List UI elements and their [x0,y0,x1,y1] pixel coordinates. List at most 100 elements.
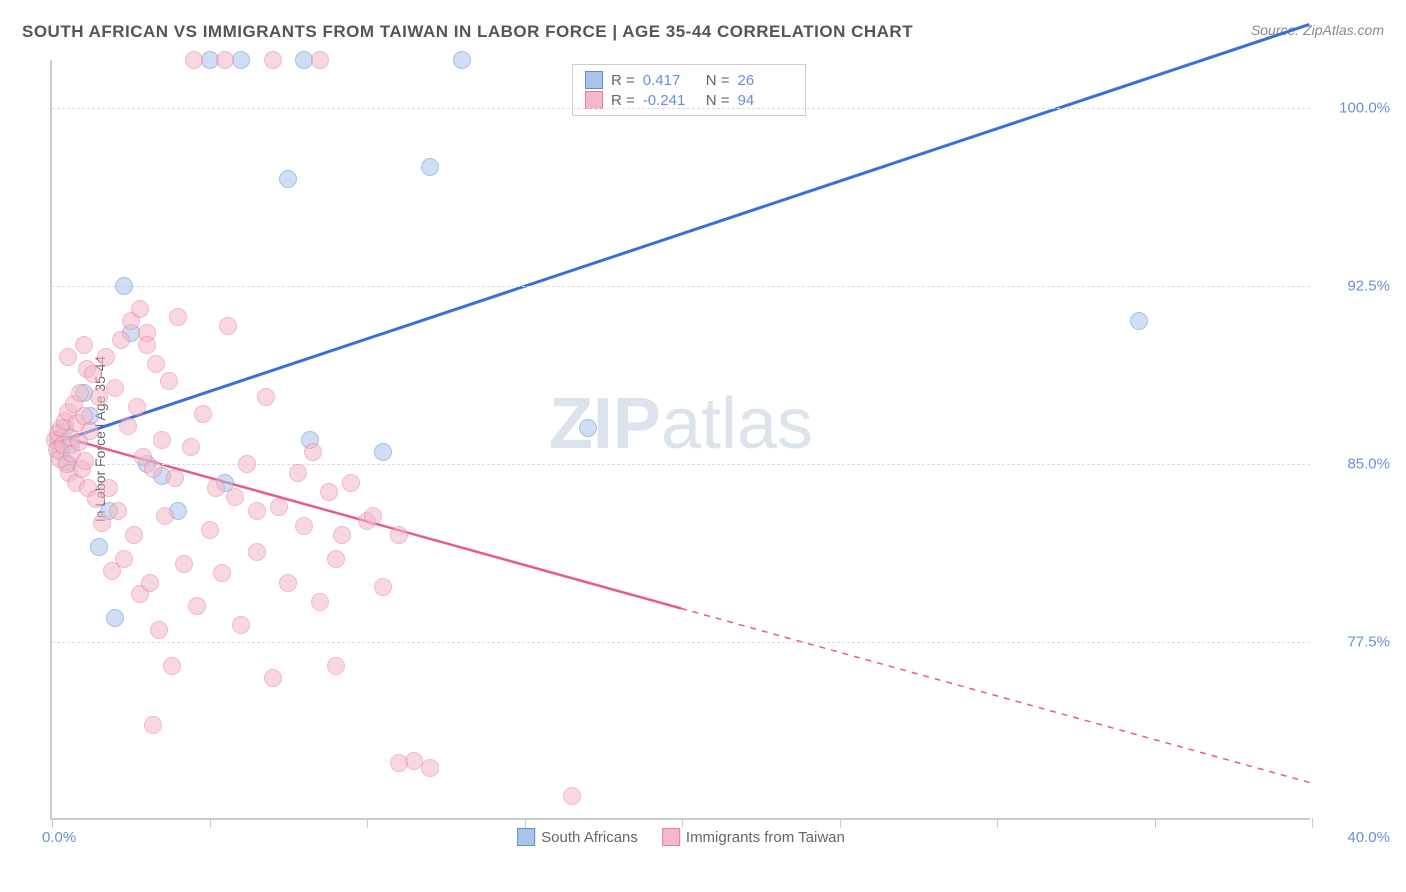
watermark-light: atlas [661,384,813,464]
data-point [153,431,171,449]
data-point [374,578,392,596]
legend-swatch [585,71,603,89]
data-point [138,336,156,354]
x-tick [210,818,211,828]
data-point [90,388,108,406]
legend-swatch [585,91,603,109]
data-point [131,300,149,318]
legend-label: Immigrants from Taiwan [686,829,845,846]
r-label: R = [611,72,635,89]
data-point [257,388,275,406]
data-point [119,417,137,435]
data-point [320,483,338,501]
data-point [182,438,200,456]
data-point [81,422,99,440]
trend-line-dashed [681,608,1309,782]
data-point [115,277,133,295]
data-point [93,514,111,532]
data-point [311,51,329,69]
y-tick-label: 85.0% [1320,455,1390,472]
data-point [333,526,351,544]
bottom-legend: South Africans Immigrants from Taiwan [517,828,845,846]
y-tick-label: 100.0% [1320,99,1390,116]
stat-row: R =0.417N =26 [585,71,793,89]
data-point [106,609,124,627]
data-point [144,716,162,734]
data-point [232,616,250,634]
data-point [194,405,212,423]
data-point [115,550,133,568]
x-tick [1155,818,1156,828]
data-point [112,331,130,349]
data-point [248,543,266,561]
data-point [76,452,94,470]
data-point [201,521,219,539]
data-point [97,348,115,366]
data-point [248,502,266,520]
data-point [238,455,256,473]
data-point [264,669,282,687]
grid-line [52,286,1310,287]
trend-lines-svg [52,60,1310,818]
data-point [125,526,143,544]
data-point [374,443,392,461]
data-point [342,474,360,492]
data-point [579,419,597,437]
n-value: 26 [738,72,793,89]
x-tick [367,818,368,828]
data-point [279,574,297,592]
data-point [226,488,244,506]
n-label: N = [706,72,730,89]
data-point [166,469,184,487]
data-point [150,621,168,639]
r-label: R = [611,92,635,109]
data-point [311,593,329,611]
x-tick [52,818,53,828]
x-tick [682,818,683,828]
data-point [109,502,127,520]
data-point [128,398,146,416]
data-point [144,460,162,478]
legend-swatch [517,828,535,846]
legend-item: South Africans [517,828,638,846]
x-tick [1312,818,1313,828]
legend-swatch [662,828,680,846]
chart-area: In Labor Force | Age 35-44 ZIPatlas R =0… [50,60,1310,820]
data-point [71,384,89,402]
r-value: -0.241 [643,92,698,109]
x-max-label: 40.0% [1320,829,1390,846]
data-point [295,517,313,535]
data-point [156,507,174,525]
data-point [1130,312,1148,330]
data-point [453,51,471,69]
data-point [188,597,206,615]
x-tick [997,818,998,828]
data-point [207,479,225,497]
chart-title: SOUTH AFRICAN VS IMMIGRANTS FROM TAIWAN … [22,22,913,42]
data-point [421,158,439,176]
data-point [364,507,382,525]
stat-row: R = -0.241 N = 94 [585,91,793,109]
data-point [213,564,231,582]
legend-item: Immigrants from Taiwan [662,828,845,846]
data-point [219,317,237,335]
x-tick [525,818,526,828]
data-point [59,348,77,366]
y-tick-label: 92.5% [1320,277,1390,294]
source-label: Source: ZipAtlas.com [1251,22,1384,38]
data-point [327,550,345,568]
n-value: 94 [738,92,793,109]
data-point [90,538,108,556]
data-point [327,657,345,675]
data-point [175,555,193,573]
data-point [232,51,250,69]
data-point [216,51,234,69]
y-tick-label: 77.5% [1320,633,1390,650]
n-label: N = [706,92,730,109]
data-point [169,308,187,326]
data-point [141,574,159,592]
data-point [160,372,178,390]
legend-label: South Africans [541,829,638,846]
data-point [75,336,93,354]
data-point [289,464,307,482]
